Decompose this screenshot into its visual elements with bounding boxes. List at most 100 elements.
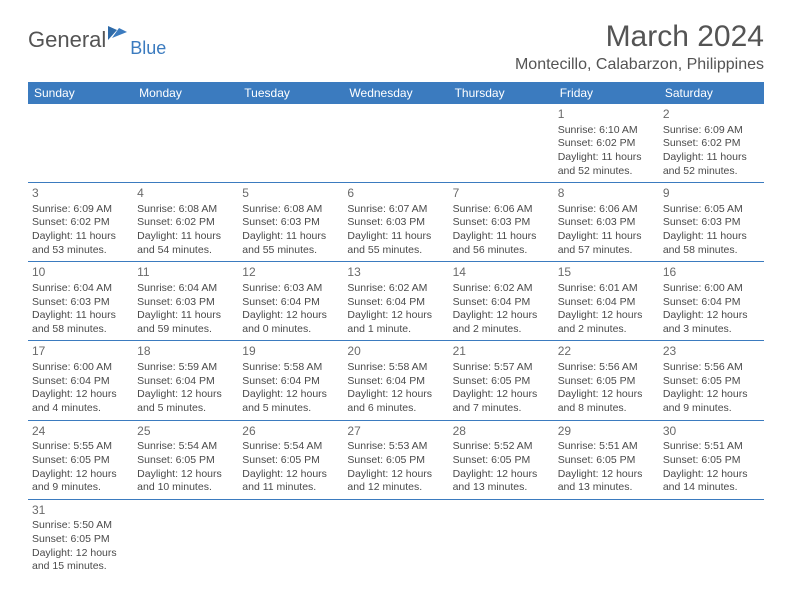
day-info-daylight1: Daylight: 12 hours (137, 468, 234, 482)
day-header-row: SundayMondayTuesdayWednesdayThursdayFrid… (28, 82, 764, 104)
day-header: Tuesday (238, 82, 343, 104)
header: General Blue March 2024 Montecillo, Cala… (28, 20, 764, 74)
day-info-daylight2: and 5 minutes. (137, 402, 234, 416)
day-number: 10 (32, 265, 129, 281)
calendar-cell: 21Sunrise: 5:57 AMSunset: 6:05 PMDayligh… (449, 341, 554, 420)
day-info-sunset: Sunset: 6:02 PM (32, 216, 129, 230)
day-info-daylight1: Daylight: 12 hours (242, 309, 339, 323)
calendar-cell: 31Sunrise: 5:50 AMSunset: 6:05 PMDayligh… (28, 499, 133, 578)
calendar-cell: 2Sunrise: 6:09 AMSunset: 6:02 PMDaylight… (659, 104, 764, 183)
day-info-daylight1: Daylight: 11 hours (453, 230, 550, 244)
day-info-sunrise: Sunrise: 6:06 AM (558, 203, 655, 217)
day-number: 3 (32, 186, 129, 202)
day-info-sunset: Sunset: 6:05 PM (32, 533, 129, 547)
day-info-sunrise: Sunrise: 5:57 AM (453, 361, 550, 375)
day-info-daylight1: Daylight: 11 hours (347, 230, 444, 244)
calendar-cell-empty (554, 499, 659, 578)
day-info-daylight2: and 7 minutes. (453, 402, 550, 416)
day-info-sunset: Sunset: 6:05 PM (558, 375, 655, 389)
day-header: Saturday (659, 82, 764, 104)
day-info-sunset: Sunset: 6:04 PM (242, 296, 339, 310)
day-info-sunrise: Sunrise: 5:55 AM (32, 440, 129, 454)
calendar-week: 1Sunrise: 6:10 AMSunset: 6:02 PMDaylight… (28, 104, 764, 183)
calendar-cell: 10Sunrise: 6:04 AMSunset: 6:03 PMDayligh… (28, 262, 133, 341)
calendar-cell: 12Sunrise: 6:03 AMSunset: 6:04 PMDayligh… (238, 262, 343, 341)
day-info-daylight2: and 8 minutes. (558, 402, 655, 416)
day-info-sunset: Sunset: 6:05 PM (137, 454, 234, 468)
day-info-daylight2: and 1 minute. (347, 323, 444, 337)
day-number: 29 (558, 424, 655, 440)
day-number: 9 (663, 186, 760, 202)
calendar-cell: 17Sunrise: 6:00 AMSunset: 6:04 PMDayligh… (28, 341, 133, 420)
calendar-cell: 16Sunrise: 6:00 AMSunset: 6:04 PMDayligh… (659, 262, 764, 341)
day-info-sunset: Sunset: 6:03 PM (558, 216, 655, 230)
day-info-daylight1: Daylight: 12 hours (453, 388, 550, 402)
day-number: 18 (137, 344, 234, 360)
calendar-cell: 9Sunrise: 6:05 AMSunset: 6:03 PMDaylight… (659, 183, 764, 262)
day-number: 22 (558, 344, 655, 360)
day-info-daylight2: and 0 minutes. (242, 323, 339, 337)
day-info-sunset: Sunset: 6:05 PM (558, 454, 655, 468)
logo: General Blue (28, 28, 168, 51)
logo-text-blue: Blue (130, 38, 166, 59)
day-info-sunrise: Sunrise: 5:59 AM (137, 361, 234, 375)
day-info-sunset: Sunset: 6:04 PM (347, 296, 444, 310)
day-number: 7 (453, 186, 550, 202)
day-header: Thursday (449, 82, 554, 104)
day-number: 26 (242, 424, 339, 440)
calendar-cell-empty (238, 104, 343, 183)
calendar-cell-empty (133, 499, 238, 578)
calendar-cell: 30Sunrise: 5:51 AMSunset: 6:05 PMDayligh… (659, 420, 764, 499)
calendar-cell: 23Sunrise: 5:56 AMSunset: 6:05 PMDayligh… (659, 341, 764, 420)
day-number: 2 (663, 107, 760, 123)
day-number: 4 (137, 186, 234, 202)
calendar-week: 24Sunrise: 5:55 AMSunset: 6:05 PMDayligh… (28, 420, 764, 499)
day-info-sunrise: Sunrise: 5:52 AM (453, 440, 550, 454)
day-info-daylight1: Daylight: 11 hours (32, 230, 129, 244)
day-number: 19 (242, 344, 339, 360)
day-number: 23 (663, 344, 760, 360)
calendar-cell-empty (343, 499, 448, 578)
calendar-cell-empty (449, 499, 554, 578)
day-info-sunset: Sunset: 6:02 PM (663, 137, 760, 151)
day-info-sunset: Sunset: 6:02 PM (137, 216, 234, 230)
day-info-daylight2: and 13 minutes. (558, 481, 655, 495)
day-info-sunrise: Sunrise: 6:05 AM (663, 203, 760, 217)
day-number: 5 (242, 186, 339, 202)
calendar-cell: 26Sunrise: 5:54 AMSunset: 6:05 PMDayligh… (238, 420, 343, 499)
day-info-sunrise: Sunrise: 6:08 AM (137, 203, 234, 217)
calendar-cell: 4Sunrise: 6:08 AMSunset: 6:02 PMDaylight… (133, 183, 238, 262)
day-info-daylight1: Daylight: 12 hours (453, 468, 550, 482)
day-info-sunrise: Sunrise: 6:09 AM (663, 124, 760, 138)
day-info-daylight2: and 53 minutes. (32, 244, 129, 258)
day-info-sunset: Sunset: 6:03 PM (137, 296, 234, 310)
day-number: 8 (558, 186, 655, 202)
calendar-cell: 20Sunrise: 5:58 AMSunset: 6:04 PMDayligh… (343, 341, 448, 420)
day-info-daylight2: and 14 minutes. (663, 481, 760, 495)
calendar-cell: 11Sunrise: 6:04 AMSunset: 6:03 PMDayligh… (133, 262, 238, 341)
day-info-sunrise: Sunrise: 5:51 AM (663, 440, 760, 454)
day-info-sunrise: Sunrise: 5:58 AM (242, 361, 339, 375)
day-info-daylight2: and 9 minutes. (32, 481, 129, 495)
day-info-daylight1: Daylight: 12 hours (453, 309, 550, 323)
day-info-daylight2: and 3 minutes. (663, 323, 760, 337)
day-info-daylight1: Daylight: 12 hours (347, 309, 444, 323)
calendar-cell: 15Sunrise: 6:01 AMSunset: 6:04 PMDayligh… (554, 262, 659, 341)
day-info-daylight2: and 59 minutes. (137, 323, 234, 337)
day-info-daylight2: and 9 minutes. (663, 402, 760, 416)
day-info-sunset: Sunset: 6:05 PM (242, 454, 339, 468)
day-info-daylight2: and 56 minutes. (453, 244, 550, 258)
day-info-daylight1: Daylight: 12 hours (558, 468, 655, 482)
day-info-daylight2: and 2 minutes. (453, 323, 550, 337)
day-info-daylight2: and 58 minutes. (663, 244, 760, 258)
day-number: 15 (558, 265, 655, 281)
day-info-daylight2: and 4 minutes. (32, 402, 129, 416)
day-info-sunrise: Sunrise: 6:04 AM (137, 282, 234, 296)
month-title: March 2024 (515, 20, 764, 54)
day-info-sunrise: Sunrise: 5:56 AM (663, 361, 760, 375)
day-info-daylight1: Daylight: 12 hours (663, 388, 760, 402)
day-info-daylight1: Daylight: 11 hours (137, 230, 234, 244)
day-info-daylight2: and 10 minutes. (137, 481, 234, 495)
calendar-cell: 29Sunrise: 5:51 AMSunset: 6:05 PMDayligh… (554, 420, 659, 499)
calendar-cell: 28Sunrise: 5:52 AMSunset: 6:05 PMDayligh… (449, 420, 554, 499)
